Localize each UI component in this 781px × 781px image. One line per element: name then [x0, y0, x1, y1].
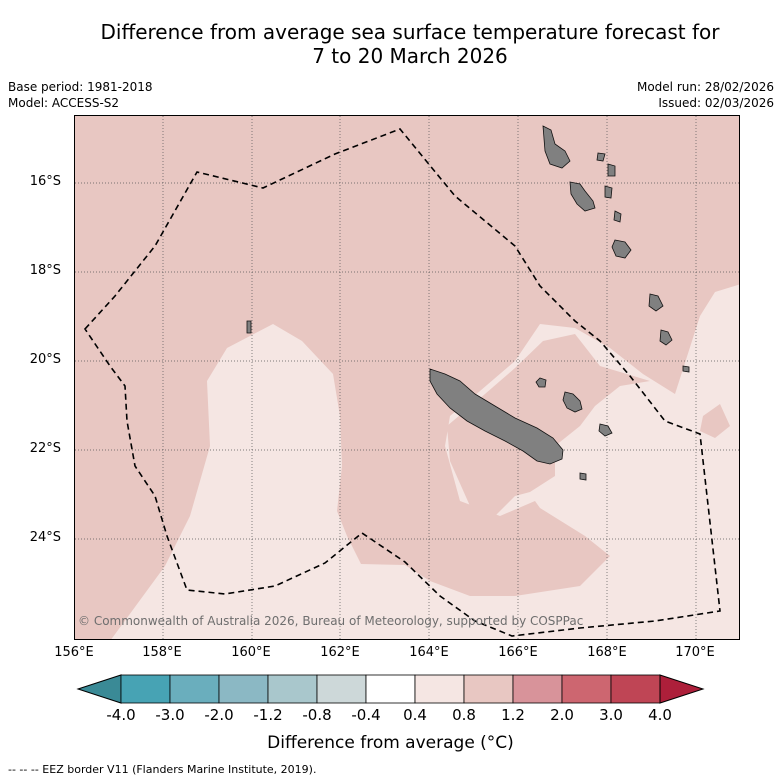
colorbar-segment-high-extend	[659, 674, 705, 704]
colorbar-tick-label: 0.8	[452, 706, 476, 724]
colorbar-tick-label: 4.0	[648, 706, 672, 724]
colorbar-segment	[512, 674, 563, 704]
lon-label: 158°E	[142, 645, 182, 660]
lat-label: 18°S	[29, 263, 61, 278]
colorbar-segment	[316, 674, 367, 704]
colorbar-tick-label: -3.0	[155, 706, 185, 724]
eez-legend-note: -- -- -- EEZ border V11 (Flanders Marine…	[8, 763, 317, 776]
gridlines	[75, 116, 739, 639]
map-title-line-1: Difference from average sea surface temp…	[100, 20, 720, 44]
lon-label: 166°E	[498, 645, 538, 660]
lat-label: 22°S	[29, 441, 61, 456]
map-title-line-2: 7 to 20 March 2026	[312, 44, 508, 68]
colorbar-segment	[169, 674, 220, 704]
anomaly-0.8-1.2-patch-east	[700, 404, 730, 438]
vanuatu-small-2	[607, 163, 616, 177]
colorbar-segment	[561, 674, 612, 704]
colorbar-tick-label: 2.0	[550, 706, 574, 724]
lon-label: 170°E	[675, 645, 715, 660]
colorbar-tick-label: 0.4	[403, 706, 427, 724]
colorbar-segment	[365, 674, 416, 704]
lat-label: 24°S	[29, 530, 61, 545]
vanuatu-small-4	[613, 210, 622, 223]
isle-of-pines	[579, 472, 587, 481]
map-area	[74, 115, 740, 640]
colorbar-segment	[267, 674, 318, 704]
chesterfield-islet	[246, 320, 252, 334]
model-name: Model: ACCESS-S2	[8, 96, 120, 110]
loyalty-island-1	[562, 391, 583, 413]
vanuatu-malekula	[569, 181, 596, 212]
colorbar-tick-label: -0.8	[302, 706, 332, 724]
colorbar-tick-label: -1.2	[253, 706, 283, 724]
lon-label: 164°E	[409, 645, 449, 660]
lon-label: 168°E	[587, 645, 627, 660]
vanuatu-small-3	[604, 185, 613, 199]
issued-date: Issued: 02/03/2026	[658, 96, 774, 110]
loyalty-island-2	[598, 423, 613, 437]
colorbar-segment	[414, 674, 465, 704]
colorbar	[76, 674, 705, 704]
vanuatu-small-1	[596, 152, 606, 162]
colorbar-tick-label: 1.2	[501, 706, 525, 724]
colorbar-segment	[610, 674, 661, 704]
vanuatu-efate	[611, 239, 632, 259]
colorbar-segment	[218, 674, 269, 704]
vanuatu-small-5	[682, 365, 690, 373]
lon-label: 156°E	[54, 645, 94, 660]
base-period: Base period: 1981-2018	[8, 80, 153, 94]
lat-label: 16°S	[29, 174, 61, 189]
colorbar-title: Difference from average (°C)	[267, 733, 514, 753]
lat-label: 20°S	[29, 352, 61, 367]
vanuatu-espiritu-santo	[542, 125, 571, 169]
loyalty-island-3	[535, 377, 547, 388]
colorbar-tick-label: -4.0	[106, 706, 136, 724]
copyright-notice: © Commonwealth of Australia 2026, Bureau…	[78, 614, 584, 628]
new-caledonia-island	[429, 368, 564, 465]
colorbar-segment-low-extend	[76, 674, 122, 704]
model-run: Model run: 28/02/2026	[636, 80, 774, 94]
land-masses	[246, 125, 690, 481]
lon-label: 162°E	[320, 645, 360, 660]
anomaly-0.8-1.2-patch	[447, 334, 650, 516]
colorbar-tick-label: -2.0	[204, 706, 234, 724]
colorbar-segment	[463, 674, 514, 704]
colorbar-tick-label: 3.0	[599, 706, 623, 724]
vanuatu-tanna	[659, 329, 673, 346]
colorbar-tick-label: -0.4	[351, 706, 381, 724]
vanuatu-erromango	[648, 293, 664, 312]
lon-label: 160°E	[231, 645, 271, 660]
colorbar-segment	[120, 674, 171, 704]
